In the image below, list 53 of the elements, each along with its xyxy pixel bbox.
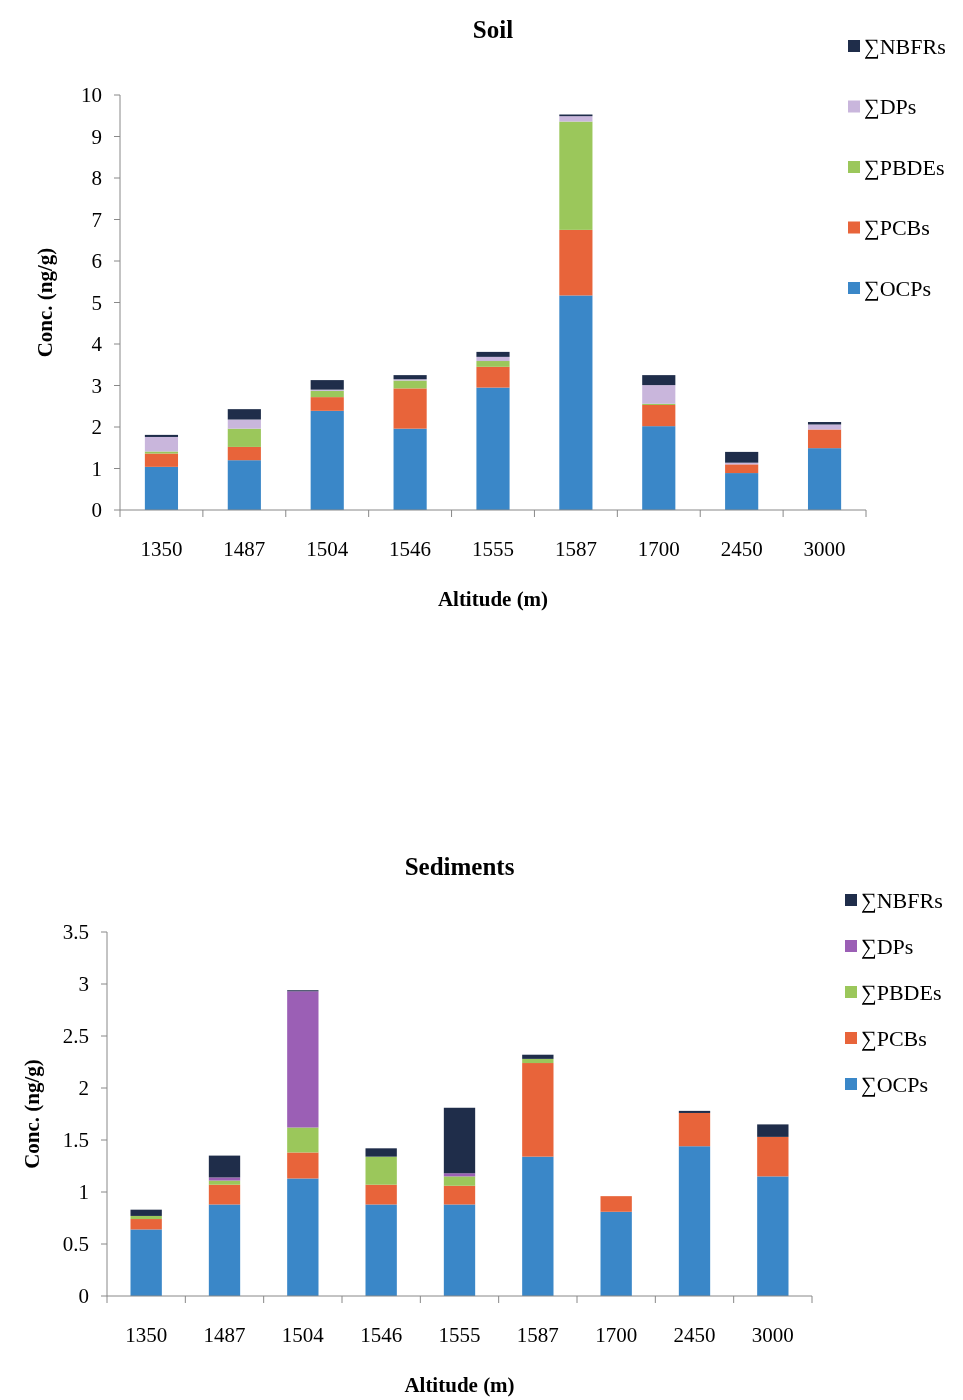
x-tick-label: 1700 [595, 1323, 638, 1347]
y-tick-label: 1.5 [62, 1128, 89, 1153]
y-tick-label: 1 [78, 1180, 89, 1205]
x-tick-label: 1546 [360, 1323, 403, 1347]
legend-label: ∑DPs [864, 94, 917, 120]
y-tick-label: 0.5 [62, 1232, 89, 1257]
legend-label: ∑OCPs [861, 1071, 929, 1097]
x-tick-label: 1587 [516, 1323, 559, 1347]
x-axis-title: Altitude (m) [404, 1373, 515, 1397]
legend-label: ∑NBFRs [864, 33, 946, 59]
x-tick-label: 1555 [438, 1323, 481, 1347]
y-tick-label: 0 [91, 498, 102, 523]
x-tick-label: 3000 [803, 537, 846, 561]
x-tick-label: 2450 [720, 537, 763, 561]
y-tick-label: 2.5 [62, 1024, 89, 1049]
y-tick-label: 3.5 [62, 920, 89, 945]
x-tick-label: 1350 [125, 1323, 168, 1347]
chart-title: Soil [472, 16, 514, 43]
x-tick-label: 1587 [554, 537, 597, 561]
legend-label: ∑OCPs [864, 275, 932, 301]
y-tick-label: 5 [91, 290, 102, 315]
y-axis-title: Conc. (ng/g) [33, 247, 57, 358]
x-tick-label: 1504 [281, 1323, 325, 1347]
y-tick-label: 3 [78, 972, 89, 997]
x-tick-label: 1504 [306, 537, 349, 561]
x-tick-label: 1350 [140, 537, 183, 561]
y-tick-label: 10 [81, 83, 102, 108]
x-tick-label: 2450 [673, 1323, 716, 1347]
legend-label: ∑PCBs [861, 1025, 927, 1051]
chart-title: Sediments [404, 853, 515, 880]
y-tick-label: 7 [91, 207, 102, 232]
y-tick-label: 9 [91, 124, 102, 149]
x-axis-title: Altitude (m) [437, 587, 549, 611]
y-tick-label: 1 [91, 456, 102, 481]
legend-label: ∑DPs [861, 933, 914, 959]
legend-label: ∑NBFRs [861, 887, 943, 913]
y-tick-label: 2 [91, 415, 102, 440]
legend-label: ∑PBDEs [861, 979, 942, 1005]
x-tick-label: 1700 [637, 537, 680, 561]
y-tick-label: 8 [91, 166, 102, 191]
legend-label: ∑PBDEs [864, 154, 945, 180]
x-tick-label: 1487 [203, 1323, 246, 1347]
y-axis-title: Conc. (ng/g) [20, 1059, 44, 1169]
x-tick-label: 1546 [389, 537, 432, 561]
x-tick-label: 3000 [751, 1323, 794, 1347]
y-tick-label: 2 [78, 1076, 89, 1101]
y-tick-label: 0 [78, 1284, 89, 1309]
y-tick-label: 4 [91, 332, 103, 357]
y-tick-label: 6 [91, 249, 102, 274]
x-tick-label: 1555 [472, 537, 514, 561]
x-tick-label: 1487 [223, 537, 266, 561]
y-tick-label: 3 [91, 373, 102, 398]
legend-label: ∑PCBs [864, 215, 930, 241]
